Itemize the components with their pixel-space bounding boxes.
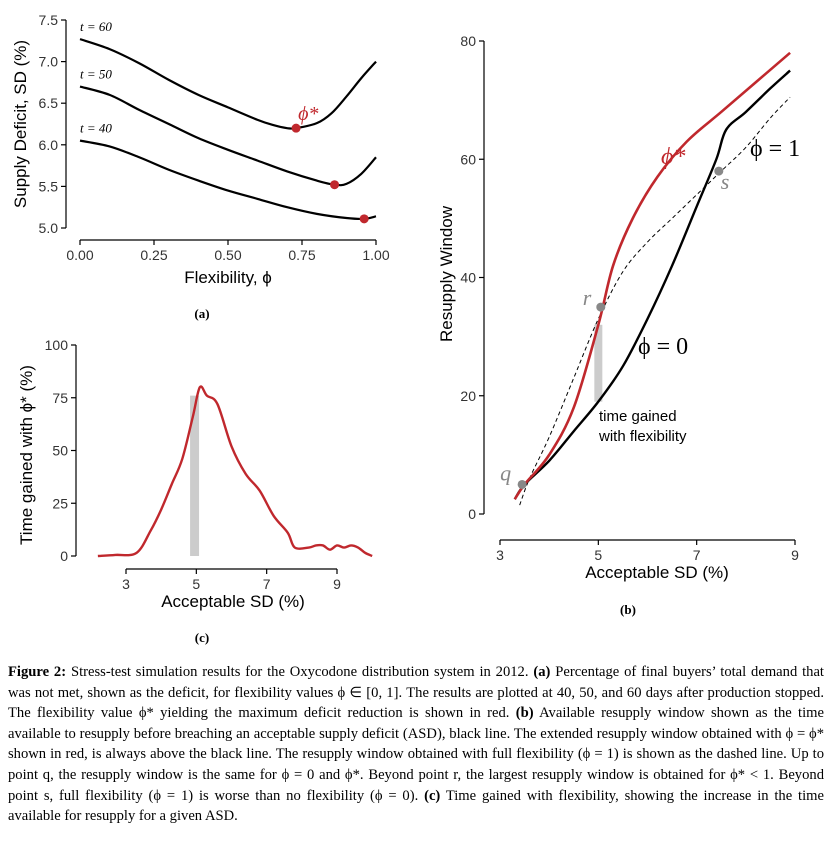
panel-a-series-line: [79, 85, 377, 187]
panel-b-y-axis-label: Resupply Window: [437, 205, 456, 342]
panel-a-x-tick-label: 0.50: [214, 247, 241, 263]
panel-b-series-full-flex-line: [519, 96, 791, 506]
panel-b-point-s: [714, 166, 724, 176]
panel-a-series-line: [79, 38, 377, 130]
panel-a-x-tick-label: 0.75: [288, 247, 315, 263]
panel-a-phi-star-annotation: ϕ*: [298, 103, 318, 125]
panel-b-label-full-flex: ϕ = 1: [750, 136, 800, 162]
panel-c-y-tick-label: 0: [60, 548, 68, 564]
panel-b-point-label-q: q: [500, 460, 511, 485]
caption-label: Figure 2:: [8, 664, 67, 680]
panel-b-label: (b): [620, 602, 636, 617]
panel-a-y-tick-label: 5.5: [39, 178, 59, 194]
panel-a-x-axis-label: Flexibility, ϕ: [184, 268, 272, 287]
panel-b-series-opt-line: [513, 51, 791, 500]
panel-a-y-tick-label: 6.0: [39, 137, 59, 153]
panel-b-point-q: [517, 479, 527, 489]
caption-text-4: Time gained with flexibility, showing th…: [8, 787, 824, 825]
panel-b-point-label-s: s: [721, 169, 730, 194]
panel-a-series-label: t = 40: [80, 121, 112, 136]
panel-b-x-axis-label: Acceptable SD (%): [585, 563, 729, 582]
panel-b-y-tick-label: 80: [460, 33, 476, 49]
caption-bold-c: (c): [424, 787, 441, 804]
figure: 5.0 5.5 6.0 6.5 7.0 7.5 0.00 0.25 0.50 0.75 1.00 t …: [11, 12, 800, 645]
caption-text-3: Available resupply window shown as the t…: [8, 705, 824, 804]
panel-a-optimum-point: [330, 180, 340, 190]
panel-c-x-tick-label: 3: [122, 576, 130, 592]
panel-c-x-tick-label: 9: [333, 576, 341, 592]
caption-text-1: Stress-test simulation results for the O…: [66, 664, 534, 680]
panel-a-x-tick-label: 0.25: [140, 247, 167, 263]
panel-a-y-tick-label: 5.0: [39, 220, 59, 236]
panel-c-chart: 0 25 50 75 100 3 5 7 9 Acceptable SD (%) Time gain…: [17, 337, 373, 611]
panel-c-y-tick-label: 50: [52, 443, 68, 459]
panel-b-point-r: [596, 302, 606, 312]
panel-b-y-tick-label: 20: [460, 388, 476, 404]
panel-a-series-label: t = 60: [80, 19, 112, 34]
panel-c-x-tick-label: 5: [192, 576, 200, 592]
panel-b-x-tick-label: 3: [496, 547, 504, 563]
caption-text-2: Percentage of final buyers’ total demand…: [8, 664, 824, 722]
panel-a-y-tick-label: 6.5: [39, 95, 59, 111]
panel-b-annotation-line-2: with flexibility: [598, 428, 687, 445]
panel-a-chart: 5.0 5.5 6.0 6.5 7.0 7.5 0.00 0.25 0.50 0.75 1.00 t …: [11, 12, 390, 287]
panel-a-optimum-point: [359, 214, 369, 224]
panel-c-y-tick-label: 75: [52, 390, 68, 406]
panel-b-x-tick-label: 7: [693, 547, 701, 563]
panel-b-y-tick-label: 0: [468, 506, 476, 522]
panel-c-time-gained-bar: [190, 395, 200, 556]
panel-a-series-label: t = 50: [80, 67, 112, 82]
panel-b-series-no-flex-line: [513, 69, 791, 500]
panel-a-x-tick-label: 1.00: [362, 247, 389, 263]
panel-a-y-tick-label: 7.5: [39, 12, 59, 28]
figure-caption: Figure 2: Stress-test simulation results…: [8, 662, 824, 827]
panel-b-x-tick-label: 5: [594, 547, 602, 563]
panel-b-y-tick-label: 40: [460, 270, 476, 286]
panel-b-annotation-line-1: time gained: [599, 408, 677, 425]
panel-c-y-axis-label: Time gained with ϕ* (%): [17, 365, 36, 545]
panel-c-x-tick-label: 7: [263, 576, 271, 592]
panel-a-series-line: [79, 139, 377, 221]
panel-a-x-tick-label: 0.00: [66, 247, 93, 263]
panel-c-x-axis-label: Acceptable SD (%): [161, 592, 305, 611]
panel-b-point-label-r: r: [583, 285, 592, 310]
caption-bold-b: (b): [515, 705, 534, 722]
panel-c-label: (c): [195, 630, 209, 645]
panel-a-optimum-point: [291, 123, 301, 133]
panel-b-y-tick-label: 60: [460, 151, 476, 167]
panel-b-label-no-flex: ϕ = 0: [638, 334, 688, 360]
panel-a-label: (a): [194, 306, 209, 321]
panel-b-time-gained-bar: [594, 324, 603, 402]
caption-bold-a: (a): [533, 664, 551, 680]
panel-a-y-tick-label: 7.0: [39, 54, 59, 70]
panel-b-x-tick-label: 9: [791, 547, 799, 563]
panel-c-y-tick-label: 25: [52, 495, 68, 511]
panel-b-label-opt: ϕ*: [661, 144, 685, 170]
panel-b-chart: 0 20 40 60 80 3 5 7 9 q r s ϕ* ϕ = 1 ϕ = 0 time gained w…: [437, 33, 800, 582]
panel-c-series-line: [97, 385, 373, 558]
panel-a-y-axis-label: Supply Deficit, SD (%): [11, 40, 30, 208]
panel-c-y-tick-label: 100: [45, 337, 69, 353]
